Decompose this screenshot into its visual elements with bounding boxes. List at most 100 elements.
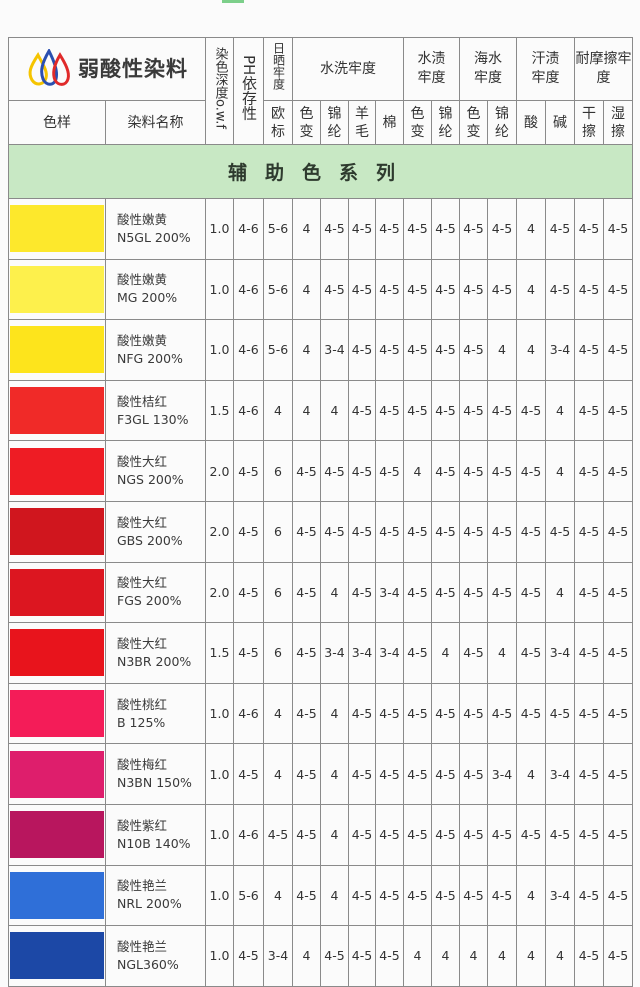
table-row: 酸性嫩黄 N5GL 200% 1.0 4-6 5-6 4 4-5 4-5 4-5 4-5 4-5 4-… xyxy=(8,198,633,260)
value-cell: 4-5 xyxy=(348,440,376,502)
logo-drops-icon xyxy=(28,49,70,86)
value-cell: 4-5 xyxy=(431,440,460,502)
table-row: 酸性大红 N3BR 200% 1.5 4-5 6 4-5 3-4 3-4 3-4 4-5 4 4-5 4… xyxy=(8,622,633,684)
subheader-cell: 锦纶 xyxy=(487,100,517,145)
value-cell: 2.0 xyxy=(205,440,234,502)
color-swatch xyxy=(10,811,104,859)
subheader-label: 棉 xyxy=(382,114,397,131)
series-band: 辅助色系列 xyxy=(8,144,633,199)
value-cell: 4-5 xyxy=(603,319,633,381)
dye-name: 酸性桔红 xyxy=(117,393,168,409)
value-cell: 4-5 xyxy=(348,561,376,624)
dye-name-cell: 酸性梅红 N3BN 150% xyxy=(105,743,206,805)
value-cell: 4-5 xyxy=(348,803,376,866)
value-cell: 4-5 xyxy=(375,500,404,563)
dye-code: NGS 200% xyxy=(117,472,184,488)
value-cell: 4-5 xyxy=(403,864,432,927)
subheader-cell: 锦纶 xyxy=(431,100,460,145)
value-cell: 4-5 xyxy=(375,258,404,321)
value-cell: 4-5 xyxy=(487,682,517,745)
value-cell: 4-5 xyxy=(292,864,321,927)
value-cell: 4-5 xyxy=(403,500,432,563)
top-mark xyxy=(222,0,244,3)
value-cell: 4-5 xyxy=(603,864,633,927)
value-cell: 4-5 xyxy=(348,319,376,381)
value-cell: 4-6 xyxy=(233,379,264,442)
value-cell: 4-5 xyxy=(403,379,432,442)
value-cell: 1.5 xyxy=(205,379,234,442)
value-cell: 4-5 xyxy=(348,925,376,987)
subheader-cell: 湿擦 xyxy=(603,100,633,145)
subheader-label: 色变 xyxy=(466,105,481,140)
value-cell: 4-5 xyxy=(459,319,488,381)
value-cell: 4-5 xyxy=(320,258,349,321)
subheader-cell: 干擦 xyxy=(574,100,604,145)
value-cell: 4-5 xyxy=(574,682,604,745)
subheader-cell: 色变 xyxy=(459,100,488,145)
swatch-cell xyxy=(8,925,106,987)
value-cell: 4-5 xyxy=(459,500,488,563)
value-cell: 3-4 xyxy=(545,864,575,927)
dye-name: 酸性艳兰 xyxy=(117,878,168,894)
value-cell: 4-5 xyxy=(487,864,517,927)
table-row: 酸性桔红 F3GL 130% 1.5 4-6 4 4 4 4-5 4-5 4-5 4-5 4-5 4-5… xyxy=(8,379,633,442)
value-cell: 4-5 xyxy=(431,379,460,442)
light-fastness-header: 日晒牢度 xyxy=(263,37,293,101)
value-cell: 4-6 xyxy=(233,319,264,381)
value-cell: 4-5 xyxy=(459,561,488,624)
depth-header: 染色深度o.w.f xyxy=(205,37,234,145)
value-cell: 4-5 xyxy=(459,803,488,866)
table-row: 酸性梅红 N3BN 150% 1.0 4-5 4 4-5 4 4-5 4-5 4-5 4-5 4-5 3… xyxy=(8,743,633,805)
value-cell: 4 xyxy=(516,198,546,260)
value-cell: 3-4 xyxy=(348,622,376,684)
value-cell: 4-5 xyxy=(375,864,404,927)
header-row-1: 弱酸性染料 染色深度o.w.f PH依存性 日晒牢度 水洗牢度 水渍牢度 海水牢… xyxy=(8,37,633,145)
value-cell: 4-5 xyxy=(375,379,404,442)
value-cell: 4-5 xyxy=(603,561,633,624)
swatch-cell xyxy=(8,198,106,260)
subheader-cell: 色变 xyxy=(403,100,432,145)
value-cell: 4-5 xyxy=(233,561,264,624)
dye-name: 酸性大红 xyxy=(117,454,168,470)
subheader-cell: 欧标 xyxy=(263,100,293,145)
value-cell: 4-5 xyxy=(348,198,376,260)
value-cell: 4-5 xyxy=(603,682,633,745)
value-cell: 4 xyxy=(263,379,293,442)
table-row: 酸性艳兰 NRL 200% 1.0 5-6 4 4-5 4 4-5 4-5 4-5 4-5 4-5 4-… xyxy=(8,864,633,927)
value-cell: 4 xyxy=(320,561,349,624)
dye-code: NFG 200% xyxy=(117,350,183,366)
value-cell: 4-5 xyxy=(233,500,264,563)
value-cell: 4-5 xyxy=(348,743,376,805)
value-cell: 3-4 xyxy=(545,743,575,805)
color-swatch xyxy=(10,568,104,616)
value-cell: 4-5 xyxy=(348,500,376,563)
value-cell: 4 xyxy=(516,925,546,987)
dye-fastness-table: 弱酸性染料 染色深度o.w.f PH依存性 日晒牢度 水洗牢度 水渍牢度 海水牢… xyxy=(8,37,633,987)
value-cell: 4-5 xyxy=(516,803,546,866)
value-cell: 4-5 xyxy=(431,500,460,563)
value-cell: 4 xyxy=(545,925,575,987)
dye-code: MG 200% xyxy=(117,290,178,306)
value-cell: 4-5 xyxy=(516,622,546,684)
subheader-label: 锦纶 xyxy=(495,105,509,140)
value-cell: 4-5 xyxy=(431,198,460,260)
value-cell: 4-5 xyxy=(603,198,633,260)
value-cell: 4 xyxy=(292,319,321,381)
value-cell: 4-5 xyxy=(545,500,575,563)
value-cell: 4-5 xyxy=(431,803,460,866)
ph-header: PH依存性 xyxy=(233,37,264,145)
value-cell: 3-4 xyxy=(545,622,575,684)
subheader-label: 色变 xyxy=(410,105,425,140)
dye-code: GBS 200% xyxy=(117,532,183,548)
value-cell: 4-5 xyxy=(375,440,404,502)
value-cell: 4-5 xyxy=(375,319,404,381)
dye-code: N5GL 200% xyxy=(117,229,191,245)
value-cell: 4 xyxy=(487,622,517,684)
subheader-cell: 锦纶 xyxy=(320,100,349,145)
color-swatch xyxy=(10,265,104,313)
value-cell: 4-5 xyxy=(320,925,349,987)
value-cell: 4-5 xyxy=(574,258,604,321)
brand-cell: 弱酸性染料 xyxy=(8,37,206,101)
color-swatch xyxy=(10,629,104,677)
value-cell: 4 xyxy=(263,682,293,745)
